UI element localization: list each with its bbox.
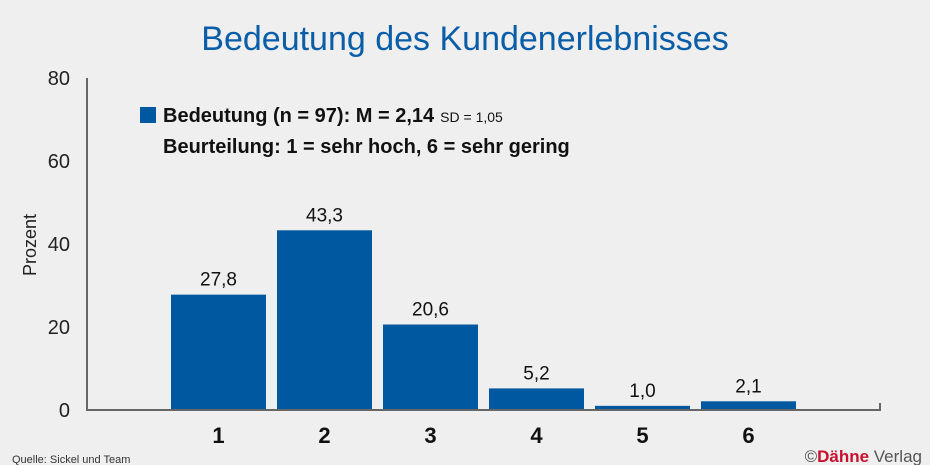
y-tick-label: 0 bbox=[59, 400, 70, 422]
data-label: 2,1 bbox=[735, 376, 761, 397]
data-label: 43,3 bbox=[306, 205, 343, 226]
source-note: Quelle: Sickel und Team bbox=[12, 454, 130, 465]
bar bbox=[701, 401, 796, 410]
y-tick-label: 80 bbox=[48, 68, 70, 90]
legend-swatch bbox=[140, 107, 156, 123]
legend-label: Bedeutung (n = 97): M = 2,14 SD = 1,05 bbox=[163, 105, 503, 127]
data-label: 1,0 bbox=[629, 381, 655, 402]
bar bbox=[171, 294, 266, 410]
data-label: 27,8 bbox=[200, 270, 237, 291]
bar bbox=[595, 405, 690, 410]
x-tick-label: 1 bbox=[212, 423, 224, 448]
y-axis-label: Prozent bbox=[20, 214, 40, 276]
bar bbox=[383, 324, 478, 410]
x-tick-label: 2 bbox=[318, 423, 330, 448]
x-tick-label: 3 bbox=[424, 423, 436, 448]
bar bbox=[489, 388, 584, 410]
data-label: 20,6 bbox=[412, 300, 449, 321]
y-tick-label: 20 bbox=[48, 317, 70, 339]
y-tick-label: 60 bbox=[48, 151, 70, 173]
y-tick-label: 40 bbox=[48, 234, 70, 256]
x-tick-label: 5 bbox=[636, 423, 648, 448]
copyright: ©Dähne Verlag bbox=[805, 447, 922, 465]
bar bbox=[277, 230, 372, 410]
legend-scale-note: Beurteilung: 1 = sehr hoch, 6 = sehr ger… bbox=[163, 136, 570, 158]
x-tick-label: 6 bbox=[742, 423, 754, 448]
x-tick-label: 4 bbox=[530, 423, 543, 448]
data-label: 5,2 bbox=[523, 363, 549, 384]
chart-title: Bedeutung des Kundenerlebnisses bbox=[201, 20, 728, 58]
